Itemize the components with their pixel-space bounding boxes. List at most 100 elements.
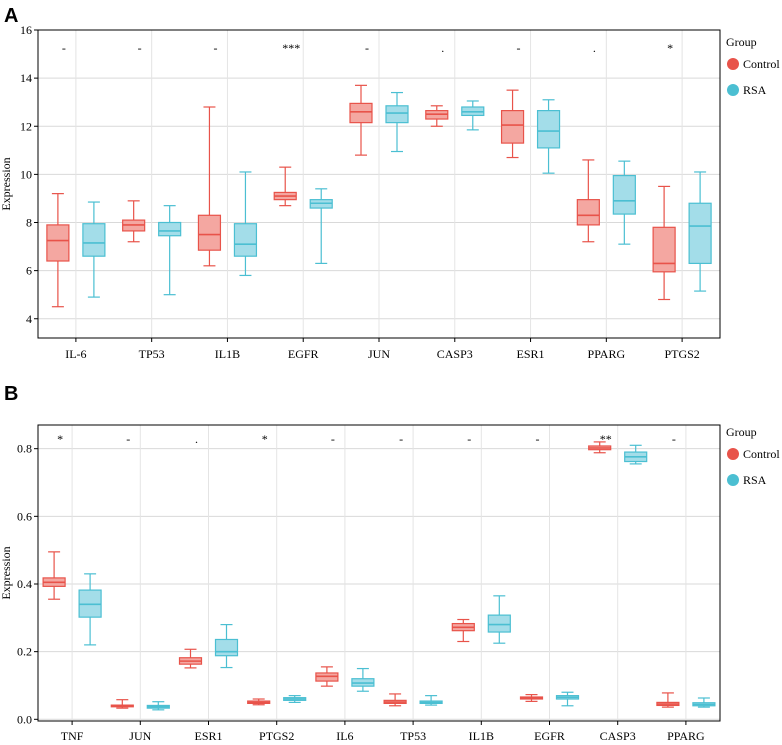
box-control-TP53: [122, 200, 146, 243]
box-iqr: [349, 102, 373, 124]
significance-marker: -: [365, 41, 369, 55]
significance-marker: -: [126, 432, 130, 446]
significance-marker: *: [262, 432, 268, 446]
x-category-label: IL-6: [65, 347, 86, 361]
y-tick-label: 10: [20, 167, 32, 181]
box-rsa-IL1B: [487, 595, 511, 644]
legend-label-control: Control: [743, 447, 780, 461]
significance-marker: -: [517, 41, 521, 55]
y-tick-label: 14: [20, 71, 32, 85]
box-control-PTGS2: [247, 698, 271, 706]
panel-label-a: A: [4, 5, 18, 27]
y-tick-label: 0.8: [17, 442, 32, 456]
box-rsa-EGFR: [309, 188, 333, 265]
box-iqr: [214, 638, 239, 657]
significance-marker: ***: [282, 41, 300, 55]
y-tick-label: 0.0: [17, 712, 32, 726]
box-iqr: [612, 174, 636, 215]
box-control-TNF: [42, 551, 66, 600]
y-tick-label: 6: [26, 264, 32, 278]
legend-label-rsa: RSA: [743, 473, 767, 487]
significance-marker: -: [536, 432, 540, 446]
box-control-IL6: [315, 666, 339, 687]
box-control-PPARG: [656, 692, 680, 708]
box-control-JUN: [349, 84, 373, 156]
box-control-ESR1: [178, 648, 203, 669]
x-category-label: CASP3: [437, 347, 473, 361]
box-rsa-PPARG: [692, 697, 716, 708]
x-category-label: TP53: [139, 347, 165, 361]
panel-b-chart: 0.0 0.2 0.4 0.6 0.8 Expression TNF * JUN - ESR1. PT…: [0, 424, 780, 743]
box-rsa-ESR1: [214, 623, 239, 669]
significance-marker: **: [600, 432, 612, 446]
significance-marker: .: [593, 41, 596, 55]
box-control-EGFR: [273, 166, 297, 207]
significance-marker: *: [57, 432, 63, 446]
box-rsa-IL6: [351, 667, 375, 692]
box-iqr: [233, 223, 258, 257]
legend-title: Group: [726, 35, 757, 49]
y-axis-label: Expression: [0, 157, 13, 210]
legend-marker-rsa: [727, 84, 739, 96]
legend-marker-control: [727, 58, 739, 70]
legend-marker-rsa: [727, 474, 739, 486]
y-tick-label: 0.2: [17, 645, 32, 659]
box-rsa-PTGS2: [688, 171, 712, 292]
x-category-label: TNF: [61, 729, 84, 743]
x-category-label: IL6: [336, 729, 353, 743]
significance-marker: *: [667, 41, 673, 55]
box-rsa-IL1B: [233, 171, 258, 277]
significance-marker: -: [213, 41, 217, 55]
significance-marker: -: [672, 432, 676, 446]
box-iqr: [197, 214, 222, 251]
y-tick-label: 12: [20, 119, 32, 133]
x-category-label: PPARG: [588, 347, 626, 361]
significance-marker: -: [399, 432, 403, 446]
box-rsa-IL-6: [82, 201, 106, 298]
box-iqr: [82, 223, 106, 257]
box-rsa-ESR1: [536, 99, 561, 174]
x-category-label: PTGS2: [664, 347, 699, 361]
box-rsa-PPARG: [612, 160, 636, 245]
box-control-TP53: [383, 693, 407, 707]
box-rsa-EGFR: [555, 691, 580, 707]
plot-frame: [37, 424, 721, 722]
y-tick-label: 0.4: [17, 577, 32, 591]
panel-a-chart: 4 6 8 10 12 14 16 Expression IL-6 - TP53 - IL1B - EGFR…: [0, 23, 780, 361]
box-control-CASP3: [588, 441, 612, 454]
legend-marker-control: [727, 448, 739, 460]
box-iqr: [536, 110, 561, 149]
significance-marker: -: [467, 432, 471, 446]
box-iqr: [46, 224, 70, 262]
box-rsa-JUN: [385, 91, 409, 153]
box-control-IL1B: [451, 618, 475, 643]
x-category-label: IL1B: [469, 729, 494, 743]
box-iqr: [652, 226, 676, 273]
box-rsa-TP53: [419, 695, 443, 706]
y-axis-label: Expression: [0, 546, 13, 599]
significance-marker: -: [138, 41, 142, 55]
box-control-EGFR: [519, 694, 544, 702]
panel-label-b: B: [4, 383, 18, 405]
box-rsa-CASP3: [624, 444, 648, 465]
box-control-PPARG: [576, 159, 600, 243]
x-category-label: TP53: [400, 729, 426, 743]
y-tick-label: 4: [26, 312, 32, 326]
box-rsa-TNF: [78, 573, 102, 646]
box-control-ESR1: [500, 89, 525, 159]
significance-marker: -: [62, 41, 66, 55]
x-category-label: PTGS2: [259, 729, 294, 743]
legend-label-control: Control: [743, 57, 780, 71]
x-category-label: EGFR: [288, 347, 319, 361]
box-iqr: [158, 221, 182, 237]
x-category-label: IL1B: [215, 347, 240, 361]
box-iqr: [576, 199, 600, 226]
legend-label-rsa: RSA: [743, 83, 767, 97]
significance-marker: .: [441, 41, 444, 55]
x-category-label: JUN: [368, 347, 390, 361]
x-category-label: ESR1: [194, 729, 222, 743]
y-tick-label: 16: [20, 23, 32, 37]
box-rsa-CASP3: [461, 100, 485, 131]
box-control-CASP3: [425, 105, 449, 127]
